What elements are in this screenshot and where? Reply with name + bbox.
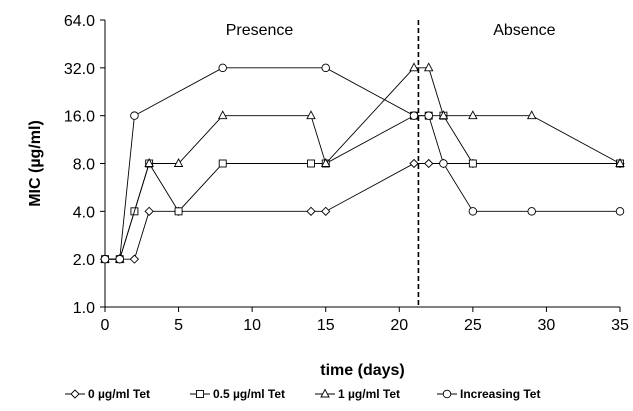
legend-marker xyxy=(197,391,204,398)
data-point xyxy=(101,255,109,263)
data-point xyxy=(307,111,315,119)
y-tick-label: 8.0 xyxy=(73,157,95,174)
data-point xyxy=(219,160,226,167)
x-tick-label: 15 xyxy=(317,317,335,334)
legend-marker xyxy=(443,390,451,398)
x-tick-label: 30 xyxy=(538,317,556,334)
data-point xyxy=(130,255,138,263)
legend-label: Increasing Tet xyxy=(460,387,540,401)
x-tick-label: 5 xyxy=(174,317,183,334)
data-point xyxy=(528,208,536,216)
legend-item: Increasing Tet xyxy=(437,387,540,401)
data-point xyxy=(308,160,315,167)
legend-label: 1 µg/ml Tet xyxy=(338,387,400,401)
data-point xyxy=(425,160,433,168)
data-point xyxy=(528,111,536,119)
y-tick-label: 16.0 xyxy=(64,109,95,126)
legend-marker xyxy=(71,390,79,398)
legend-item: 0.5 µg/ml Tet xyxy=(190,387,285,401)
x-tick-label: 20 xyxy=(390,317,408,334)
data-point xyxy=(219,64,227,72)
data-point xyxy=(469,208,477,216)
y-tick-label: 64.0 xyxy=(64,13,95,30)
data-point xyxy=(440,160,448,168)
data-point xyxy=(116,255,124,263)
data-point xyxy=(425,112,433,120)
y-tick-label: 4.0 xyxy=(73,204,95,221)
data-point xyxy=(145,207,153,215)
phase-label-absence: Absence xyxy=(493,22,555,39)
x-tick-label: 0 xyxy=(101,317,110,334)
data-point xyxy=(219,111,227,119)
data-point xyxy=(410,160,418,168)
data-point xyxy=(469,111,477,119)
series-square xyxy=(102,112,624,263)
data-point xyxy=(469,160,476,167)
data-point xyxy=(307,207,315,215)
x-tick-label: 25 xyxy=(464,317,482,334)
y-tick-label: 1.0 xyxy=(73,300,95,317)
legend-item: 1 µg/ml Tet xyxy=(315,387,400,401)
x-tick-label: 35 xyxy=(611,317,629,334)
data-point xyxy=(322,207,330,215)
legend-item: 0 µg/ml Tet xyxy=(65,387,150,401)
series-triangle xyxy=(101,63,624,262)
data-point xyxy=(410,112,418,120)
legend-marker xyxy=(321,390,329,398)
y-axis-label: MIC (µg/ml) xyxy=(27,120,44,207)
y-tick-label: 32.0 xyxy=(64,61,95,78)
phase-label-presence: Presence xyxy=(226,22,294,39)
data-point xyxy=(616,208,624,216)
x-tick-label: 10 xyxy=(243,317,261,334)
data-point xyxy=(322,64,330,72)
legend-label: 0.5 µg/ml Tet xyxy=(213,387,285,401)
y-tick-label: 2.0 xyxy=(73,252,95,269)
legend: 0 µg/ml Tet 0.5 µg/ml Tet 1 µg/ml Tet Incre… xyxy=(65,387,540,401)
data-point xyxy=(175,208,182,215)
legend-label: 0 µg/ml Tet xyxy=(88,387,150,401)
data-point xyxy=(410,63,418,71)
data-point xyxy=(131,112,139,120)
data-point xyxy=(425,63,433,71)
x-axis-label: time (days) xyxy=(320,362,404,379)
series-line xyxy=(105,116,620,260)
series-layer xyxy=(101,63,624,263)
